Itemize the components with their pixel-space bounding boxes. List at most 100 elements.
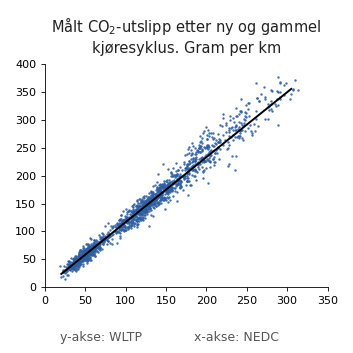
- Point: [81, 255, 86, 261]
- Point: [135, 200, 141, 206]
- Point: [84, 251, 90, 257]
- Point: [150, 192, 155, 197]
- Point: [183, 173, 188, 179]
- Point: [164, 189, 169, 195]
- Point: [72, 260, 78, 266]
- Point: [76, 260, 82, 266]
- Point: [162, 185, 167, 191]
- Point: [253, 116, 259, 121]
- Point: [110, 231, 116, 237]
- Point: [191, 173, 197, 179]
- Point: [97, 234, 103, 240]
- Point: [148, 189, 154, 195]
- Point: [167, 189, 172, 195]
- Point: [130, 220, 136, 226]
- Point: [181, 174, 187, 179]
- Point: [134, 206, 139, 211]
- Point: [155, 188, 161, 194]
- Point: [157, 192, 163, 197]
- Point: [160, 197, 166, 203]
- Point: [149, 202, 155, 208]
- Point: [134, 198, 140, 204]
- Point: [160, 182, 165, 187]
- Point: [71, 264, 76, 270]
- Point: [86, 251, 91, 257]
- Point: [141, 207, 146, 212]
- Point: [173, 181, 179, 187]
- Point: [83, 252, 89, 258]
- Point: [60, 268, 66, 274]
- Point: [140, 202, 145, 208]
- Point: [83, 256, 89, 261]
- Point: [73, 258, 78, 264]
- Point: [60, 267, 66, 273]
- Point: [187, 179, 192, 184]
- Point: [101, 237, 107, 243]
- Point: [176, 178, 182, 184]
- Point: [207, 158, 213, 163]
- Point: [143, 202, 149, 208]
- Point: [71, 256, 77, 262]
- Point: [156, 201, 161, 207]
- Point: [128, 222, 134, 228]
- Point: [189, 183, 194, 188]
- Point: [66, 261, 71, 267]
- Point: [147, 207, 153, 212]
- Point: [234, 114, 239, 119]
- Point: [109, 241, 115, 246]
- Point: [80, 250, 85, 256]
- Point: [71, 263, 77, 269]
- Point: [139, 217, 144, 223]
- Point: [84, 253, 89, 259]
- Point: [184, 173, 190, 179]
- Point: [237, 128, 243, 133]
- Point: [84, 241, 90, 246]
- Point: [272, 102, 277, 107]
- Point: [147, 205, 153, 210]
- Point: [153, 194, 158, 199]
- Point: [227, 127, 232, 133]
- Point: [118, 220, 124, 226]
- Point: [100, 239, 106, 245]
- Point: [249, 130, 255, 135]
- Point: [72, 261, 78, 267]
- Point: [166, 180, 172, 186]
- Point: [213, 151, 218, 156]
- Point: [78, 247, 83, 253]
- Point: [234, 127, 239, 133]
- Point: [122, 224, 128, 229]
- Point: [138, 205, 144, 211]
- Point: [163, 198, 168, 203]
- Point: [121, 223, 127, 228]
- Point: [131, 201, 137, 207]
- Point: [77, 252, 83, 258]
- Point: [181, 174, 186, 180]
- Point: [162, 187, 168, 192]
- Point: [152, 192, 158, 197]
- Point: [132, 207, 138, 213]
- Point: [269, 108, 275, 114]
- Point: [169, 180, 175, 186]
- Point: [185, 175, 191, 181]
- Point: [121, 219, 127, 224]
- Point: [139, 208, 145, 213]
- Point: [108, 240, 113, 246]
- Point: [158, 196, 163, 201]
- Point: [135, 204, 140, 210]
- Point: [83, 241, 89, 247]
- Point: [84, 246, 89, 252]
- Point: [77, 251, 83, 257]
- Point: [64, 272, 70, 277]
- Point: [275, 74, 281, 80]
- Point: [71, 264, 77, 270]
- Point: [92, 245, 97, 250]
- Point: [192, 161, 198, 167]
- Point: [158, 183, 164, 189]
- Point: [149, 199, 154, 205]
- Point: [131, 210, 137, 216]
- Point: [79, 251, 84, 256]
- Point: [142, 200, 148, 205]
- Point: [253, 81, 259, 86]
- Point: [152, 191, 158, 197]
- Point: [77, 257, 82, 263]
